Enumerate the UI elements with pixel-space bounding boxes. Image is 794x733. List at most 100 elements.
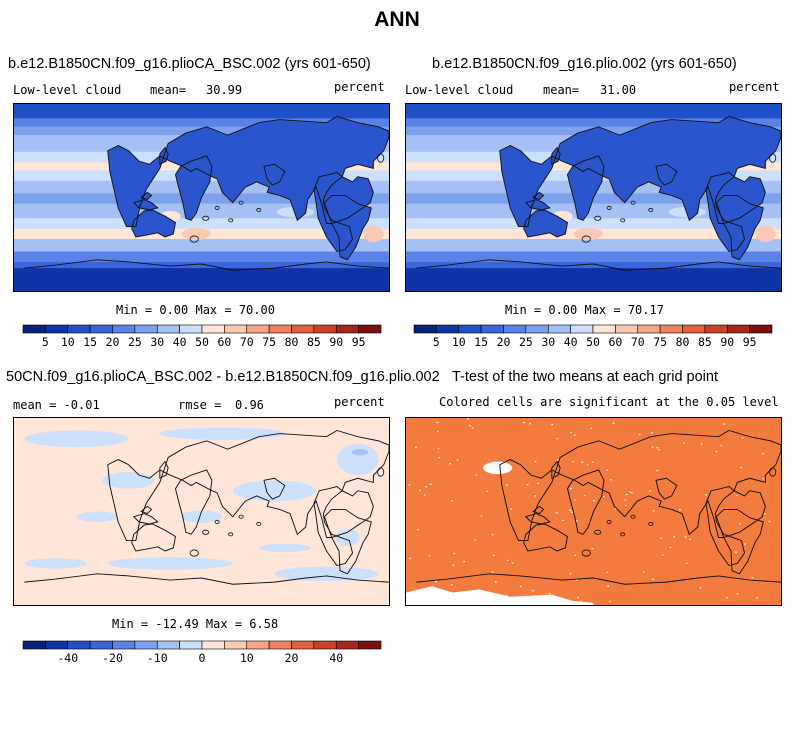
ttest-gap-dot — [437, 448, 440, 450]
panel-3-colorbar-tick-label: 40 — [329, 651, 343, 664]
panel-2-colorbar-tick-label: 80 — [676, 335, 690, 348]
island-1 — [202, 529, 210, 535]
ttest-gap-dot — [417, 529, 419, 531]
p2-band-13 — [406, 251, 781, 262]
coastline-8 — [532, 191, 545, 201]
island-3 — [214, 205, 220, 210]
diff-negative-region-6 — [274, 566, 379, 582]
coastline-1 — [174, 155, 213, 221]
panel-3-colorbar-box-13 — [313, 640, 337, 650]
panel-2-colorbar-tick-label: 15 — [474, 335, 488, 348]
panel-3-colorbar-box-2 — [67, 640, 91, 650]
panel-3-colorbar-tick-label: 10 — [240, 651, 254, 664]
panel-2-colorbar-tick-label: 30 — [541, 335, 555, 348]
p2-antarctica — [406, 268, 781, 291]
ttest-gap-dot — [576, 596, 579, 599]
ttest-gap-dot — [438, 456, 440, 459]
diff-negative-region-1 — [159, 427, 285, 440]
coastline-6 — [551, 146, 561, 166]
coastline-1 — [566, 155, 605, 221]
panel-1-colorbar-tick-label: 75 — [262, 335, 276, 348]
ttest-gap-dot — [491, 571, 494, 573]
ttest-gap-dot — [556, 438, 559, 440]
panel-2-stats: Min = 0.00 Max = 70.17 — [505, 303, 664, 317]
coastline-4 — [323, 508, 372, 575]
panel-2-colorbar-box-1 — [436, 324, 460, 334]
ttest-gap-dot — [436, 421, 439, 424]
panel-3-colorbar-box-8 — [201, 640, 225, 650]
panel-1-mean-value: 30.99 — [206, 83, 243, 97]
panel-2-colorbar-box-15 — [749, 324, 773, 334]
panel-3-colorbar-box-4 — [112, 640, 136, 650]
ttest-gap-dot — [591, 547, 594, 550]
diff-negative-region-9 — [334, 529, 360, 546]
ttest-gap-dot — [450, 584, 453, 586]
panel-3-colorbar-tick-label: 20 — [285, 651, 299, 664]
coastline-9 — [416, 573, 781, 585]
island-0 — [581, 235, 591, 243]
panel-1-colorbar-box-7 — [179, 324, 203, 334]
ttest-gap-dot — [751, 577, 754, 579]
panel-1-title: b.e12.B1850CN.f09_g16.plioCA_BSC.002 (yr… — [8, 56, 371, 72]
ttest-gap-dot — [735, 551, 737, 553]
island-3 — [606, 205, 612, 210]
panel-2-colorbar-tick-label: 40 — [564, 335, 578, 348]
ttest-gap-dot — [574, 554, 576, 556]
ttest-gap-dot — [537, 482, 539, 484]
ttest-gap-dot — [762, 478, 764, 480]
ttest-gap-dot — [612, 422, 615, 424]
p2-band-12 — [406, 239, 781, 252]
panel-3-colorbar-box-9 — [224, 640, 248, 650]
ttest-gap-dot — [602, 495, 605, 498]
ttest-gap-dot — [491, 534, 494, 536]
panel-1-colorbar-box-0 — [22, 324, 46, 334]
panel-1-colorbar-box-1 — [45, 324, 69, 334]
panel-1-units: percent — [334, 80, 385, 94]
coastline-2 — [263, 477, 286, 500]
panel-2-colorbar-tick-label: 90 — [720, 335, 734, 348]
ttest-gap-dot — [576, 520, 578, 522]
panel-1-colorbar-tick-label: 15 — [83, 335, 97, 348]
ttest-gap-dot — [429, 483, 432, 486]
coastline-2 — [263, 163, 286, 186]
coastline-9 — [24, 259, 389, 271]
ttest-gap-dot — [436, 430, 439, 432]
p2-band-1 — [406, 118, 781, 127]
ttest-gap-dot — [531, 590, 534, 592]
panel-2-colorbar-box-10 — [637, 324, 661, 334]
panel-3-rmse-value: 0.96 — [235, 398, 264, 412]
ttest-gap-dot — [512, 562, 514, 564]
ttest-gap-dot — [415, 446, 417, 448]
panel-3-mean-text: mean = -0.01 — [13, 398, 100, 412]
ttest-gap-dot — [492, 554, 495, 557]
ttest-gap-dot — [555, 512, 558, 514]
panel-2-colorbar-box-11 — [659, 324, 683, 334]
island-5 — [648, 521, 654, 526]
ttest-gap-dot — [491, 472, 494, 474]
island-6 — [769, 153, 777, 163]
p1-land-5 — [131, 209, 176, 237]
ttest-gap-dot — [523, 421, 526, 424]
island-5 — [256, 521, 262, 526]
panel-2-colorbar-box-3 — [480, 324, 504, 334]
ttest-gap-dot — [557, 459, 559, 461]
ttest-gap-dot — [572, 461, 574, 463]
island-6 — [377, 467, 385, 477]
ttest-gap-dot — [453, 552, 456, 554]
ttest-gap-dot — [649, 490, 651, 492]
panel-1-colorbar-tick-label: 40 — [173, 335, 187, 348]
panel-3-colorbar-box-15 — [358, 640, 382, 650]
coastline-0 — [499, 429, 781, 542]
ttest-gap-dot — [449, 463, 451, 465]
ttest-gap-dot — [519, 585, 522, 588]
ttest-gap-antarctica — [406, 586, 594, 605]
island-1 — [594, 529, 602, 535]
ttest-gap-dot — [571, 511, 573, 513]
ttest-gap-dot — [409, 557, 411, 560]
ttest-gap-dot — [768, 520, 771, 522]
panel-3-units: percent — [334, 395, 385, 409]
panel-3-colorbar-box-14 — [335, 640, 359, 650]
p2-band-0 — [406, 104, 781, 119]
ttest-gap-dot — [463, 560, 465, 563]
diff-negative-region-4 — [336, 443, 379, 476]
